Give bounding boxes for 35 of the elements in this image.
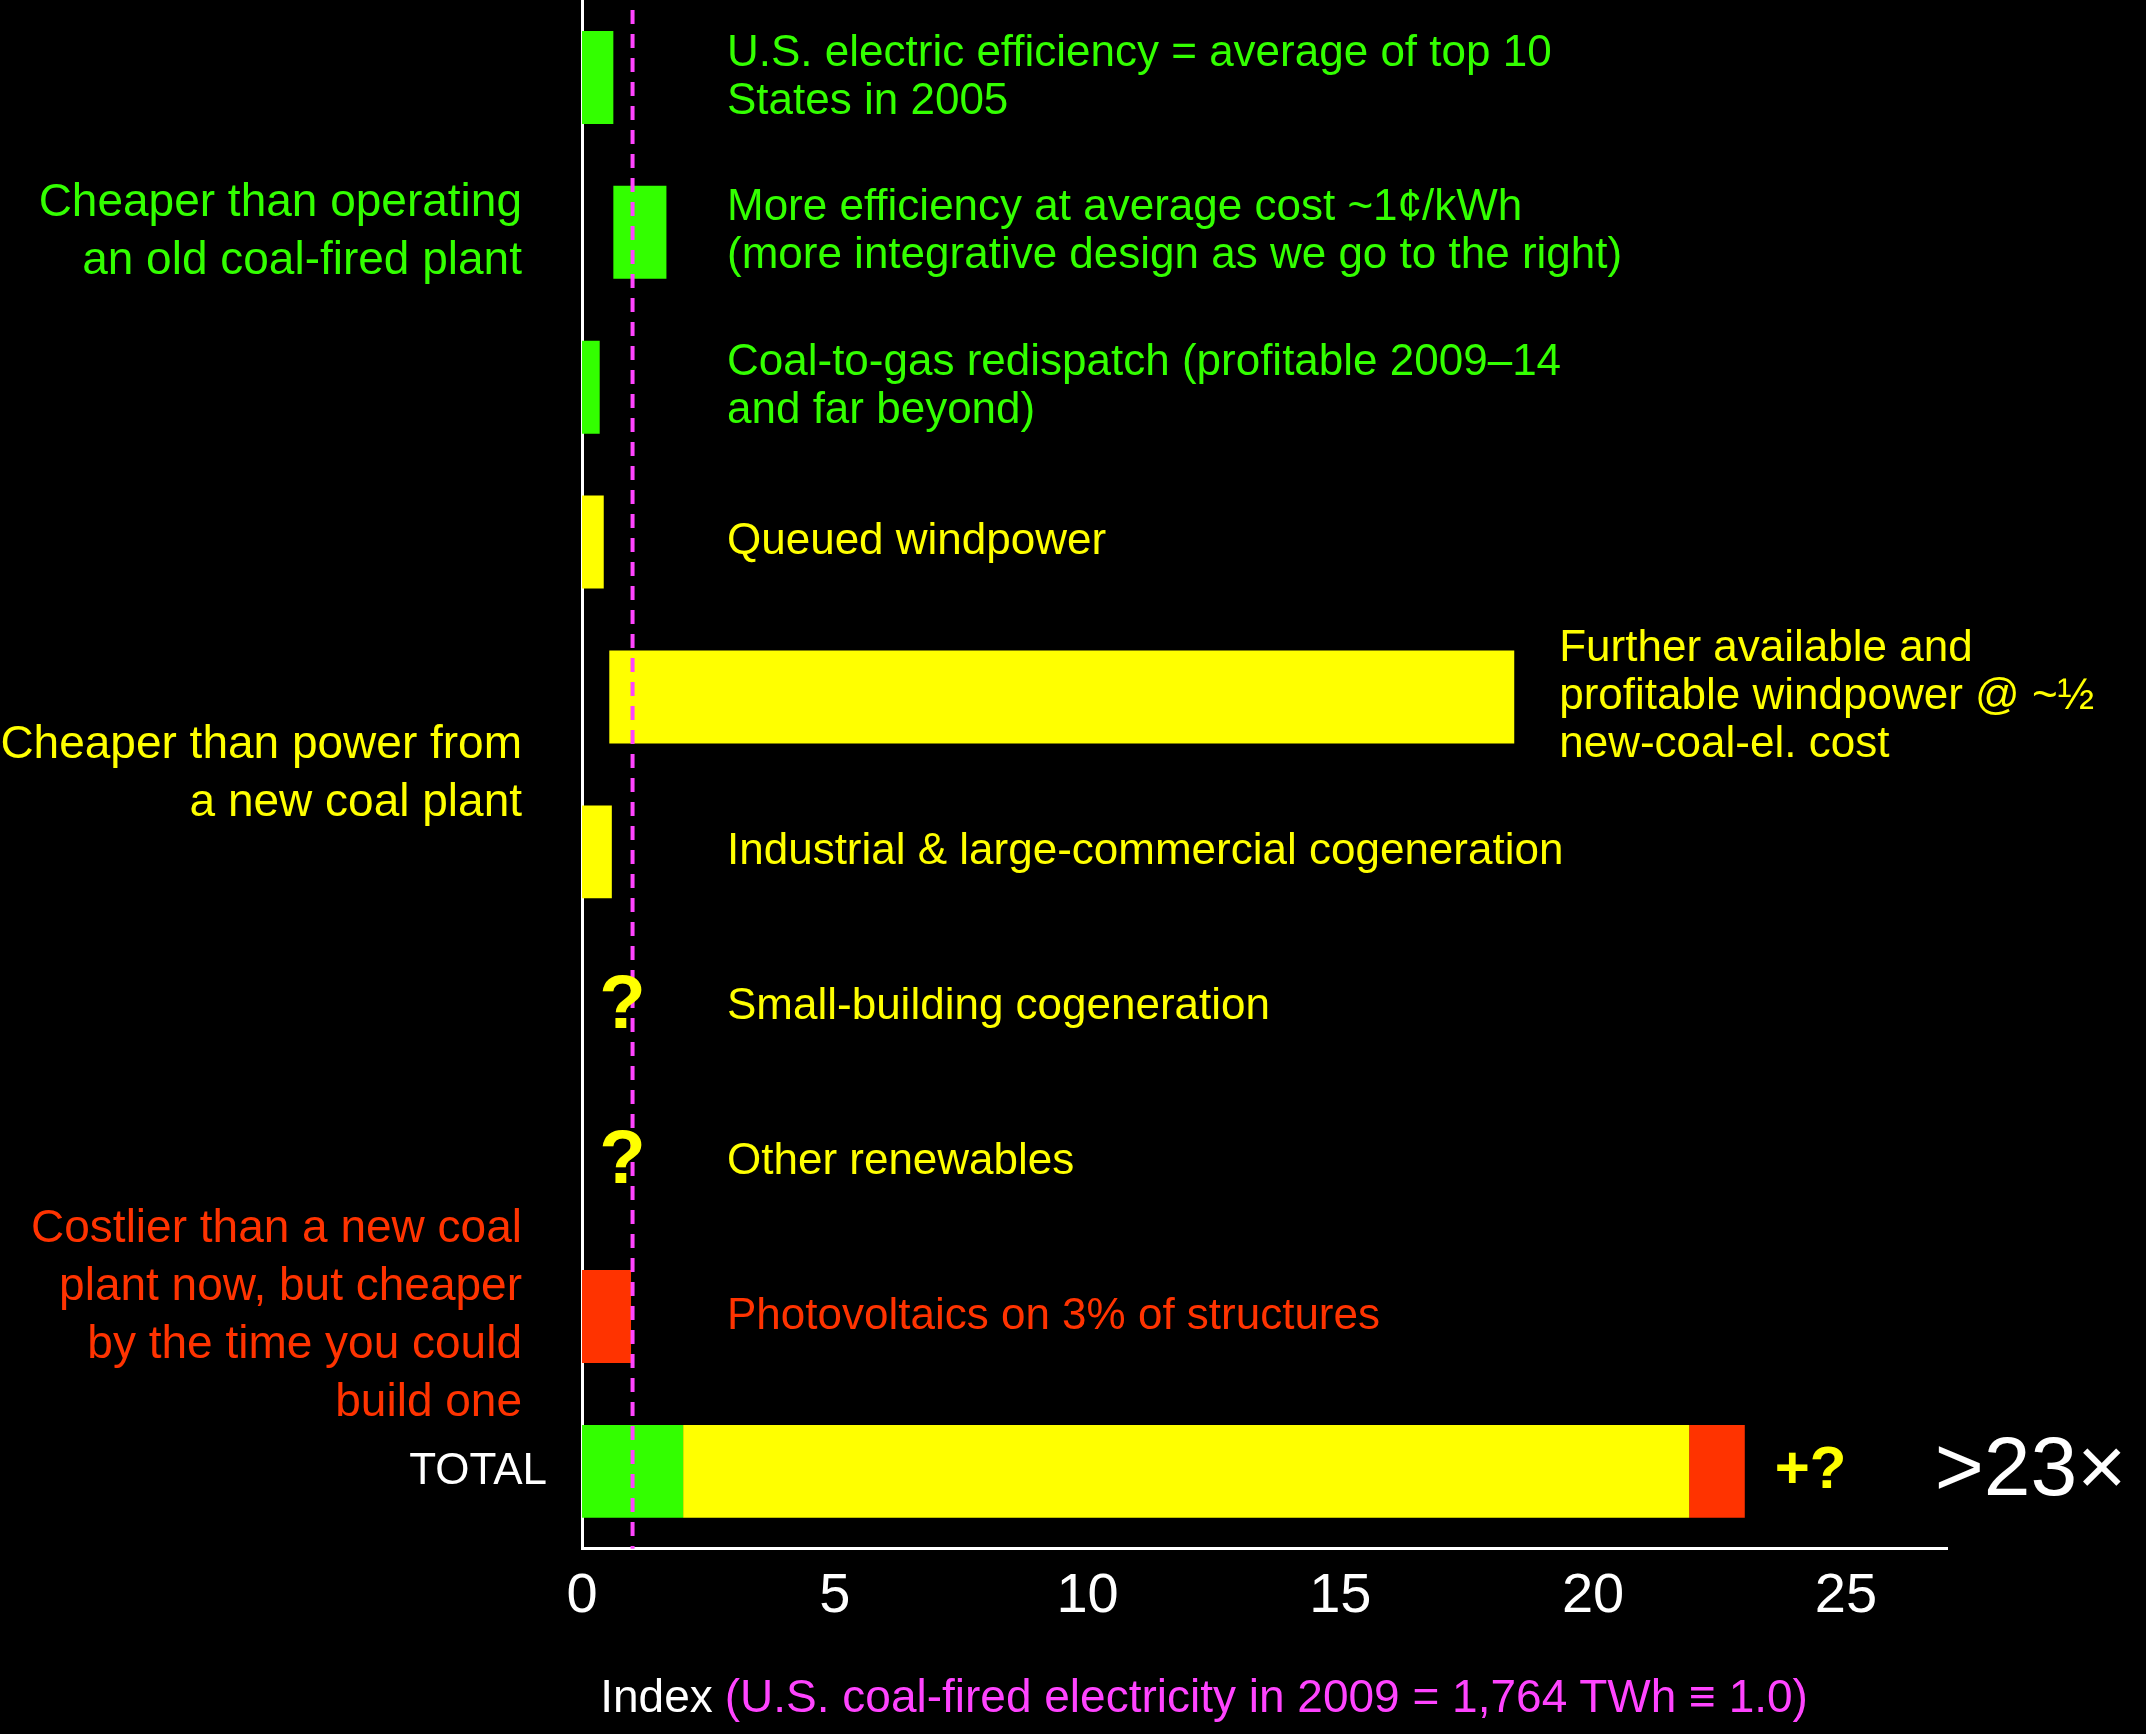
x-tick-label: 0 [566, 1560, 598, 1624]
bar [582, 805, 612, 899]
bar [683, 1424, 1690, 1518]
x-tick-label: 10 [1056, 1560, 1119, 1624]
x-tick-label: 25 [1814, 1560, 1878, 1624]
bar [582, 1424, 684, 1518]
text: Costlier than a new coal plant now, but cheaper by the time you could build one [31, 1200, 522, 1427]
y-tick-label: TOTAL [409, 1443, 547, 1493]
bar [582, 495, 604, 589]
bar [613, 185, 667, 279]
ref-line-label: (U.S. coal-fired electricity in 2009 = 1,764 TWh ≡ 1.0) [724, 1670, 1808, 1722]
y-tick-label: Photovoltaics on 3% of structures [727, 1288, 1380, 1338]
y-tick-label: Queued windpower [727, 514, 1107, 564]
bar [609, 650, 1515, 744]
annotation: ? [599, 1113, 646, 1199]
y-tick-label: Small-building cogeneration [727, 978, 1270, 1028]
x-axis-title: Index [600, 1670, 713, 1722]
y-tick-label: Industrial & large-commercial cogeneration [727, 823, 1564, 873]
y-tick-label: U.S. electric efficiency = average of top 10 States in 2005 [727, 25, 1552, 123]
x-tick-label: 5 [819, 1560, 851, 1624]
y-tick-label: More efficiency at average cost ~1¢/kWh (more integrative design as we go to the right) [727, 180, 1623, 278]
y-tick-label: Coal-to-gas redispatch (profitable 2009–14 and far beyond) [727, 335, 1562, 433]
y-tick-label: Other renewables [727, 1133, 1075, 1183]
y-tick-label: Further available and profitable windpower @ ~½ new-coal-el. cost [1559, 621, 2095, 767]
bar [582, 1270, 632, 1363]
text: Cheaper than operating an old coal-fired plant [38, 174, 523, 285]
x-tick-label: 15 [1309, 1560, 1372, 1624]
x-tick-label: 20 [1561, 1560, 1625, 1624]
total-label: >23× [1934, 1418, 2127, 1513]
bar [582, 30, 614, 124]
bar [1689, 1424, 1745, 1518]
text: Cheaper than power from a new coal plant [0, 716, 523, 827]
annotation: +? [1774, 1433, 1847, 1501]
bar [582, 340, 600, 434]
annotation: ? [599, 958, 646, 1044]
